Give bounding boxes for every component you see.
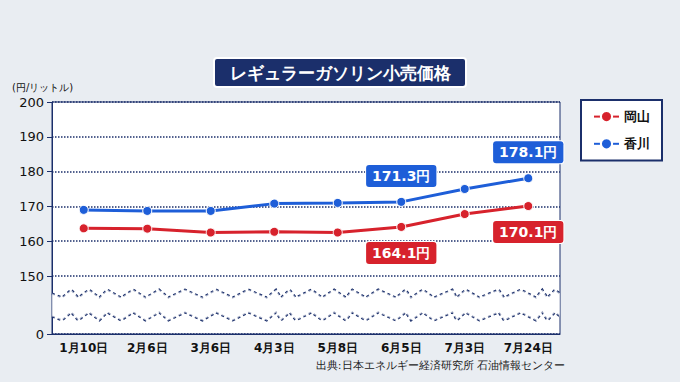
svg-text:岡山: 岡山: [624, 109, 650, 124]
svg-text:150: 150: [19, 269, 44, 284]
svg-text:7月24日: 7月24日: [504, 341, 553, 355]
svg-text:(円/リットル): (円/リットル): [12, 82, 73, 93]
svg-text:レギュラーガソリン小売価格: レギュラーガソリン小売価格: [230, 63, 452, 83]
svg-text:6月5日: 6月5日: [381, 341, 422, 355]
svg-text:2月6日: 2月6日: [127, 341, 168, 355]
svg-text:160: 160: [19, 234, 44, 249]
svg-text:5月8日: 5月8日: [317, 341, 358, 355]
svg-text:164.1円: 164.1円: [372, 245, 430, 261]
svg-text:4月3日: 4月3日: [254, 341, 295, 355]
svg-text:170.1円: 170.1円: [499, 224, 557, 240]
svg-text:170: 170: [19, 199, 44, 214]
svg-text:171.3円: 171.3円: [372, 168, 430, 184]
svg-text:7月3日: 7月3日: [444, 341, 485, 355]
svg-text:1月10日: 1月10日: [59, 341, 108, 355]
svg-text:178.1円: 178.1円: [499, 144, 557, 160]
svg-text:出典:日本エネルギー経済研究所 石油情報センター: 出典:日本エネルギー経済研究所 石油情報センター: [316, 359, 565, 372]
svg-text:200: 200: [19, 95, 44, 110]
svg-text:香川: 香川: [623, 136, 650, 151]
svg-text:190: 190: [19, 129, 44, 144]
svg-text:0: 0: [36, 327, 44, 342]
svg-text:180: 180: [19, 164, 44, 179]
svg-text:3月6日: 3月6日: [190, 341, 231, 355]
